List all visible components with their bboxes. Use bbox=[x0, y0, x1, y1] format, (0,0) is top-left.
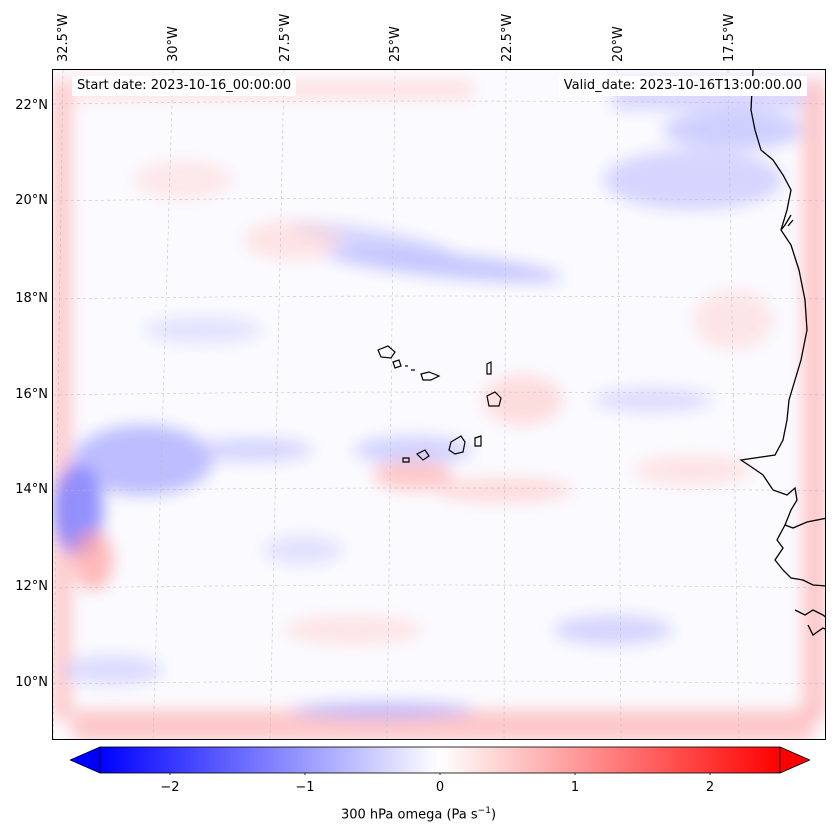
lat-label-22n: 22°N bbox=[15, 98, 48, 113]
lat-label-20n: 20°N bbox=[15, 193, 48, 208]
colorbar-label-exponent: −1 bbox=[477, 806, 491, 816]
valid-date-label: Valid_date: 2023-10-16T13:00:00.00 bbox=[558, 76, 807, 96]
colorbar-body bbox=[99, 746, 781, 774]
lon-label-27-5w: 27.5°W bbox=[278, 13, 293, 62]
coastline bbox=[739, 70, 825, 636]
omega-field-map bbox=[53, 70, 825, 739]
colorbar-tick-1: 1 bbox=[570, 780, 580, 795]
lat-label-14n: 14°N bbox=[15, 482, 48, 497]
colorbar-label-end: ) bbox=[490, 807, 497, 823]
colorbar-label-main: 300 hPa omega (Pa s bbox=[340, 807, 478, 823]
colorbar-extend-low bbox=[70, 746, 101, 774]
start-date-label: Start date: 2023-10-16_00:00:00 bbox=[72, 76, 297, 96]
lon-label-30w: 30°W bbox=[166, 26, 181, 62]
lon-label-32-5w: 32.5°W bbox=[56, 13, 71, 62]
map-panel[interactable] bbox=[52, 69, 826, 740]
lon-label-25w: 25°W bbox=[388, 26, 403, 62]
lon-label-22-5w: 22.5°W bbox=[500, 13, 515, 62]
colorbar-tick-0: 0 bbox=[435, 780, 445, 795]
graticule bbox=[53, 70, 825, 739]
colorbar bbox=[70, 746, 810, 775]
omega-shading bbox=[53, 80, 825, 739]
colorbar-tick-marks bbox=[169, 773, 711, 775]
colorbar-label: 300 hPa omega (Pa s−1) bbox=[0, 806, 837, 822]
lat-label-16n: 16°N bbox=[15, 387, 48, 402]
lon-label-20w: 20°W bbox=[611, 26, 626, 62]
colorbar-extend-high bbox=[779, 746, 810, 774]
lat-label-18n: 18°N bbox=[15, 291, 48, 306]
colorbar-tick-2: 2 bbox=[705, 780, 715, 795]
colorbar-tick-neg1: −1 bbox=[295, 780, 315, 795]
lat-label-12n: 12°N bbox=[15, 579, 48, 594]
cape-verde-islands bbox=[377, 345, 502, 463]
lon-label-17-5w: 17.5°W bbox=[722, 13, 737, 62]
colorbar-tick-neg2: −2 bbox=[160, 780, 180, 795]
lat-label-10n: 10°N bbox=[15, 675, 48, 690]
